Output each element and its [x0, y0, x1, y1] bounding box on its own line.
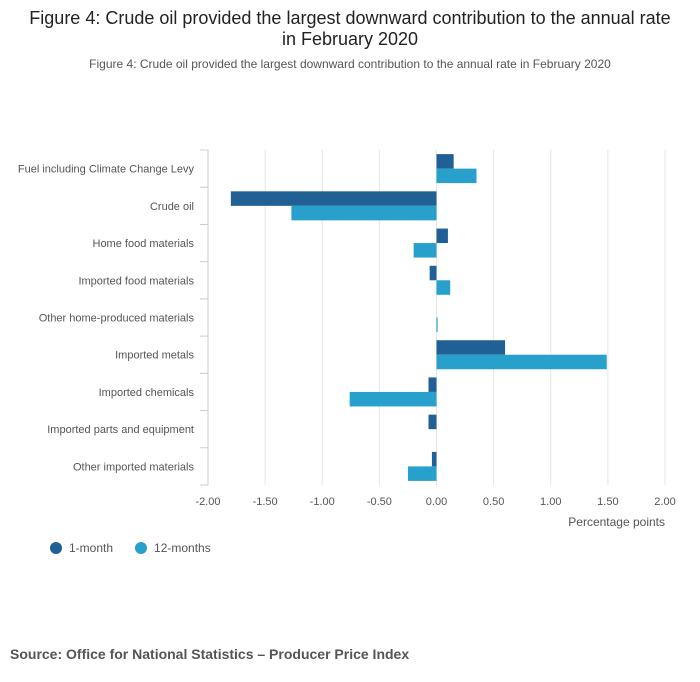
legend: 1-month 12-months: [50, 541, 211, 555]
category-label: Imported parts and equipment: [47, 424, 194, 436]
x-axis-label: Percentage points: [568, 515, 665, 529]
source-note: Source: Office for National Statistics –…: [10, 646, 410, 662]
x-tick-label: -2.00: [195, 496, 220, 508]
category-label: Crude oil: [150, 201, 194, 213]
x-tick-label: -1.50: [253, 496, 278, 508]
bar-12-months-6[interactable]: Imported chemicals (12-months): -0.76: [349, 391, 437, 407]
legend-label-1-month: 1-month: [69, 541, 114, 555]
bar-12-months-8[interactable]: Other imported materials (12-months): -0…: [407, 466, 437, 481]
legend-item-12-months[interactable]: 12-months: [135, 541, 211, 555]
legend-swatch-12-months: [135, 542, 148, 554]
x-tick-label: 2.00: [654, 496, 675, 508]
chart-title: Figure 4: Crude oil provided the largest…: [29, 8, 671, 49]
x-tick-label: 1.00: [540, 496, 561, 508]
bar-12-months-0[interactable]: Fuel including Climate Change Levy (12-m…: [436, 168, 477, 184]
bar-1-month-5[interactable]: Imported metals (1-month): 0.6: [436, 340, 506, 355]
bar-1-month-0[interactable]: Fuel including Climate Change Levy (1-mo…: [436, 154, 454, 169]
x-tick-label: -1.00: [310, 496, 335, 508]
x-tick-label: 1.50: [597, 496, 618, 508]
bar-12-months-3[interactable]: Imported food materials (12-months): 0.1…: [436, 280, 451, 295]
legend-item-1-month[interactable]: 1-month: [50, 541, 113, 555]
bar-1-month-8[interactable]: Other imported materials (1-month): -0.0…: [431, 451, 437, 467]
legend-swatch-1-month: [50, 542, 62, 554]
category-label: Fuel including Climate Change Levy: [18, 164, 195, 176]
category-label: Other imported materials: [73, 461, 195, 473]
category-label: Imported metals: [115, 350, 194, 362]
bar-12-months-5[interactable]: Imported metals (12-months): 1.49: [436, 354, 607, 370]
category-label: Other home-produced materials: [39, 313, 195, 325]
bar-1-month-6[interactable]: Imported chemicals (1-month): -0.07: [428, 377, 437, 392]
bar-12-months-2[interactable]: Home food materials (12-months): -0.2: [413, 243, 437, 258]
x-tick-label: 0.50: [483, 496, 504, 508]
bar-12-months-1[interactable]: Crude oil (12-months): -1.27: [291, 205, 437, 221]
bar-1-month-1[interactable]: Crude oil (1-month): -1.8: [230, 191, 437, 206]
category-label: Imported food materials: [78, 275, 194, 287]
bar-1-month-7[interactable]: Imported parts and equipment (1-month): …: [428, 414, 437, 430]
bar-chart: Fuel including Climate Change Levy Crude …: [18, 149, 676, 529]
category-label: Imported chemicals: [99, 387, 195, 399]
bar-1-month-2[interactable]: Home food materials (1-month): 0.1: [436, 228, 448, 244]
x-tick-label: 0.00: [426, 496, 447, 508]
bar-12-months-4[interactable]: Other home-produced materials (12-months…: [436, 317, 438, 333]
legend-label-12-months: 12-months: [154, 541, 211, 555]
x-tick-label: -0.50: [367, 496, 392, 508]
chart-subtitle: Figure 4: Crude oil provided the largest…: [89, 57, 611, 71]
category-label: Home food materials: [93, 238, 195, 250]
bar-1-month-3[interactable]: Imported food materials (1-month): -0.06: [429, 265, 437, 281]
